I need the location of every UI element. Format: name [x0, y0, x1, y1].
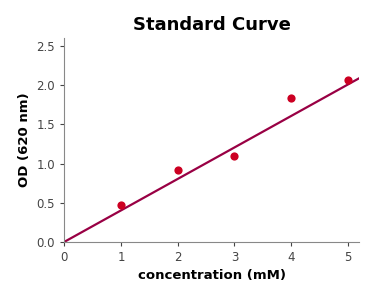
Point: [231, 153, 237, 158]
Point: [118, 203, 124, 207]
Title: Standard Curve: Standard Curve: [133, 16, 291, 34]
Point: [345, 78, 351, 82]
Y-axis label: OD (620 nm): OD (620 nm): [18, 93, 31, 187]
Point: [175, 168, 181, 172]
Point: [288, 96, 294, 100]
X-axis label: concentration (mM): concentration (mM): [138, 270, 286, 283]
